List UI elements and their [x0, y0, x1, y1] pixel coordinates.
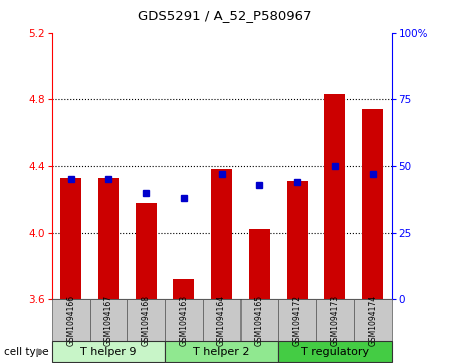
- Bar: [211, 170, 232, 299]
- Bar: [249, 229, 270, 299]
- Text: T helper 9: T helper 9: [80, 347, 137, 357]
- Text: T helper 2: T helper 2: [194, 347, 250, 357]
- Bar: [174, 280, 194, 299]
- Text: GSM1094165: GSM1094165: [255, 295, 264, 346]
- Bar: [287, 181, 307, 299]
- Text: GSM1094168: GSM1094168: [142, 295, 151, 346]
- Text: GDS5291 / A_52_P580967: GDS5291 / A_52_P580967: [138, 9, 312, 22]
- Bar: [98, 178, 119, 299]
- Text: GSM1094166: GSM1094166: [66, 295, 75, 346]
- Text: cell type: cell type: [4, 347, 49, 357]
- Text: GSM1094172: GSM1094172: [292, 295, 302, 346]
- Text: GSM1094163: GSM1094163: [180, 295, 189, 346]
- Bar: [136, 203, 157, 299]
- Text: GSM1094174: GSM1094174: [368, 295, 377, 346]
- Text: GSM1094164: GSM1094164: [217, 295, 226, 346]
- Bar: [362, 109, 383, 299]
- Text: GSM1094167: GSM1094167: [104, 295, 113, 346]
- Bar: [324, 94, 345, 299]
- Text: T regulatory: T regulatory: [301, 347, 369, 357]
- Bar: [60, 178, 81, 299]
- Text: GSM1094173: GSM1094173: [330, 295, 339, 346]
